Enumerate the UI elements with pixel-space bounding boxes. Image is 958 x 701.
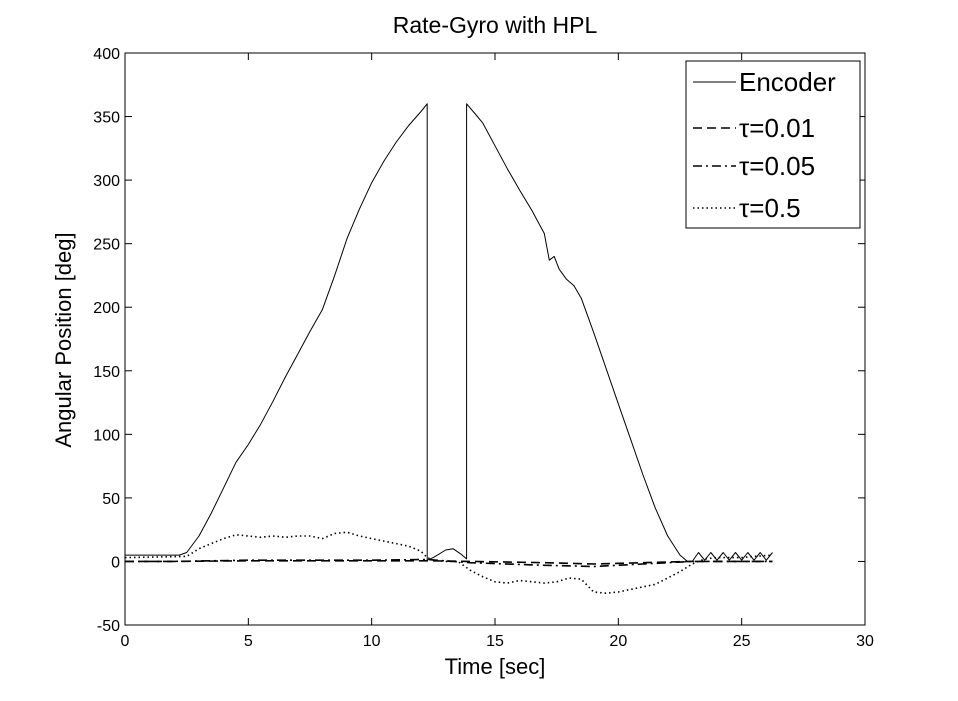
- x-tick-label: 0: [121, 633, 130, 650]
- legend-box: [685, 60, 861, 229]
- x-tick-label: 30: [856, 633, 874, 650]
- legend: Encoder τ=0.01 τ=0.05 τ=0.5: [685, 60, 861, 229]
- x-tick-label: 10: [363, 633, 381, 650]
- x-axis-label: Time [sec]: [445, 654, 546, 679]
- series-line-4: [124, 531, 773, 594]
- series-lines: [124, 103, 773, 594]
- legend-label-1: Encoder: [739, 67, 836, 97]
- legend-label-2: τ=0.01: [739, 113, 815, 143]
- chart-title: Rate-Gyro with HPL: [393, 12, 598, 38]
- y-tick-label: 0: [111, 554, 120, 571]
- x-tick-label: 5: [244, 633, 253, 650]
- y-tick-label: -50: [97, 618, 120, 635]
- legend-label-3: τ=0.05: [739, 151, 815, 181]
- legend-label-4: τ=0.5: [739, 193, 801, 223]
- y-tick-label: 50: [102, 491, 120, 508]
- y-tick-label: 300: [93, 173, 120, 190]
- legend-items: Encoder τ=0.01 τ=0.05 τ=0.5: [693, 67, 836, 223]
- y-tick-label: 100: [93, 427, 120, 444]
- y-tick-label: 400: [93, 46, 120, 63]
- y-tick-label: 150: [93, 364, 120, 381]
- x-tick-label: 20: [609, 633, 627, 650]
- y-tick-label: 200: [93, 300, 120, 317]
- x-tick-label: 15: [486, 633, 504, 650]
- y-tick-label: 350: [93, 110, 120, 127]
- x-tick-label: 25: [733, 633, 751, 650]
- y-axis-label: Angular Position [deg]: [51, 232, 76, 447]
- y-tick-label: 250: [93, 237, 120, 254]
- series-line-3: [125, 558, 773, 568]
